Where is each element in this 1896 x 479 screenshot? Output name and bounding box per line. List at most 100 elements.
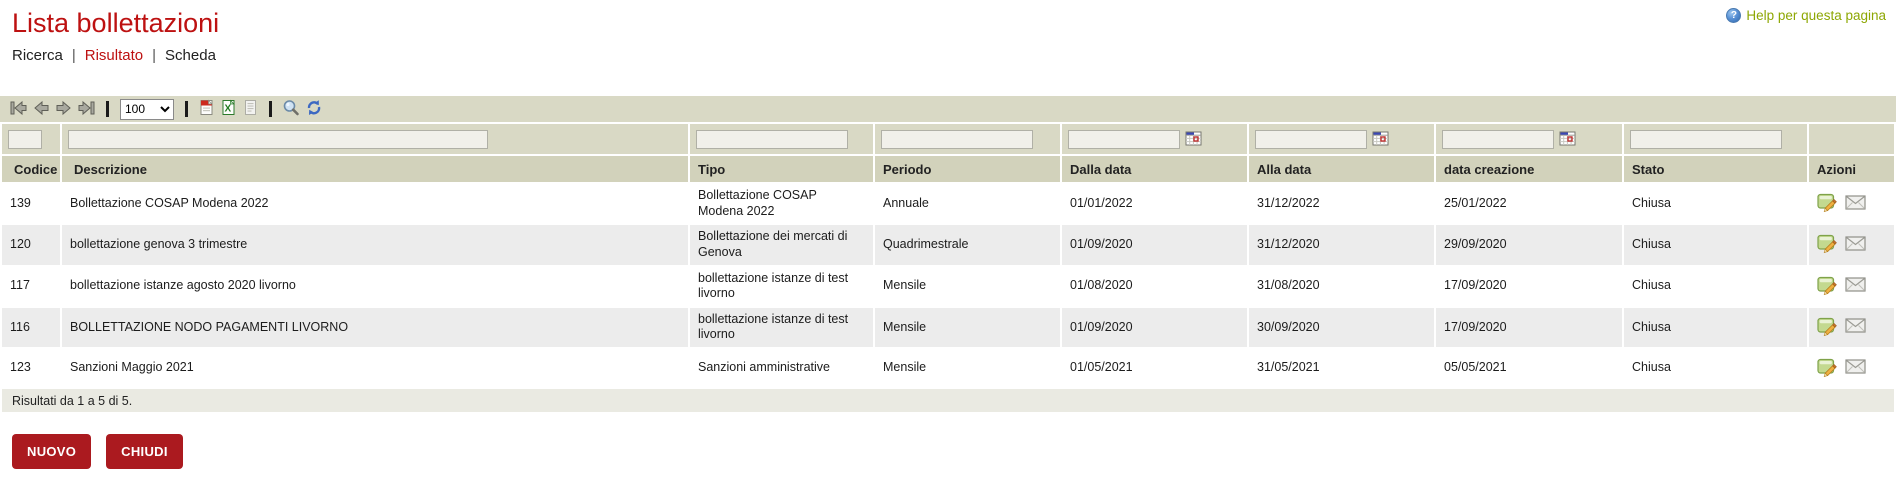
tab-risultato[interactable]: Risultato [84,47,144,64]
row-data-creazione: 17/09/2020 [1436,307,1622,347]
column-header-codice[interactable]: Codice [2,156,60,182]
column-header-tipo[interactable]: Tipo [690,156,873,182]
edit-button[interactable] [1817,357,1838,380]
column-header-descrizione[interactable]: Descrizione [62,156,688,182]
row-azioni [1809,349,1894,387]
refresh-button[interactable] [304,98,324,120]
row-codice-link[interactable]: 117 [2,266,60,306]
edit-button[interactable] [1817,192,1838,215]
row-data-creazione: 29/09/2020 [1436,225,1622,265]
row-stato: Chiusa [1624,225,1807,265]
help-link[interactable]: ? Help per questa pagina [1726,8,1886,23]
page-size-select[interactable]: 100 [120,98,174,120]
table-body: 139 Bollettazione COSAP Modena 2022 Boll… [2,184,1894,387]
search-button[interactable] [281,98,301,120]
mail-button[interactable] [1845,318,1866,336]
data-creazione-calendar-button[interactable] [1559,130,1576,149]
dalla-data-calendar-button[interactable] [1185,130,1202,149]
alla-data-calendar-button[interactable] [1372,130,1389,149]
chiudi-button[interactable]: CHIUDI [106,434,183,469]
export-excel-icon: X [220,99,237,119]
calendar-icon [1559,131,1576,149]
last-page-button[interactable] [76,98,97,120]
next-page-button[interactable] [54,98,73,120]
refresh-icon [305,99,323,119]
filter-dalla-data-input[interactable] [1068,129,1180,149]
column-header-dalla-data[interactable]: Dalla data [1062,156,1247,182]
edit-icon [1817,358,1838,380]
action-button-bar: NUOVO CHIUDI [12,434,1896,469]
column-header-periodo[interactable]: Periodo [875,156,1060,182]
row-codice-link[interactable]: 120 [2,225,60,265]
row-codice-link[interactable]: 139 [2,184,60,224]
row-tipo: Bollettazione COSAP Modena 2022 [690,184,873,224]
edit-button[interactable] [1817,316,1838,339]
mail-button[interactable] [1845,195,1866,213]
export-text-button[interactable] [241,98,260,120]
row-descrizione: bollettazione istanze agosto 2020 livorn… [62,266,688,306]
filter-tipo-input[interactable] [696,129,848,149]
row-periodo: Quadrimestrale [875,225,1060,265]
tab-scheda[interactable]: Scheda [165,47,216,64]
column-header-data-creazione[interactable]: data creazione [1436,156,1622,182]
results-row: Risultati da 1 a 5 di 5. [2,389,1894,412]
table-row: 116 BOLLETTAZIONE NODO PAGAMENTI LIVORNO… [2,307,1894,347]
row-periodo: Mensile [875,266,1060,306]
filter-periodo-input[interactable] [881,129,1033,149]
export-pdf-button[interactable] [197,98,216,120]
table-row: 123 Sanzioni Maggio 2021 Sanzioni ammini… [2,349,1894,387]
filter-alla-data-input[interactable] [1255,129,1367,149]
table-header-row: Codice Descrizione Tipo Periodo Dalla da… [2,156,1894,182]
row-stato: Chiusa [1624,184,1807,224]
results-table: Codice Descrizione Tipo Periodo Dalla da… [0,122,1896,414]
row-tipo: bollettazione istanze di test livorno [690,307,873,347]
first-page-button[interactable] [8,98,29,120]
mail-button[interactable] [1845,359,1866,377]
toolbar-divider [269,101,272,117]
row-dalla-data: 01/09/2020 [1062,307,1247,347]
filter-stato-input[interactable] [1630,129,1782,149]
search-icon [282,99,300,119]
filter-descrizione-input[interactable] [68,129,488,149]
calendar-icon [1372,131,1389,149]
row-codice-link[interactable]: 123 [2,349,60,387]
row-azioni [1809,184,1894,224]
row-dalla-data: 01/08/2020 [1062,266,1247,306]
calendar-icon [1185,131,1202,149]
nav-separator: | [71,47,76,64]
svg-text:X: X [225,104,232,115]
row-alla-data: 31/12/2022 [1249,184,1434,224]
mail-icon [1845,318,1866,336]
filter-codice-input[interactable] [8,129,42,149]
toolbar-divider [106,101,109,117]
mail-button[interactable] [1845,277,1866,295]
export-text-icon [242,99,259,119]
next-page-icon [55,100,72,119]
row-periodo: Annuale [875,184,1060,224]
column-header-alla-data[interactable]: Alla data [1249,156,1434,182]
tab-ricerca[interactable]: Ricerca [12,47,63,64]
row-alla-data: 30/09/2020 [1249,307,1434,347]
filter-data-creazione-input[interactable] [1442,129,1554,149]
help-label: Help per questa pagina [1746,8,1886,23]
edit-button[interactable] [1817,275,1838,298]
row-descrizione: Sanzioni Maggio 2021 [62,349,688,387]
column-header-stato[interactable]: Stato [1624,156,1807,182]
edit-icon [1817,194,1838,215]
nuovo-button[interactable]: NUOVO [12,434,92,469]
nav-separator: | [152,47,157,64]
row-data-creazione: 25/01/2022 [1436,184,1622,224]
edit-button[interactable] [1817,233,1838,256]
first-page-icon [9,100,28,119]
previous-page-button[interactable] [32,98,51,120]
breadcrumb: Ricerca | Risultato | Scheda [12,47,1884,64]
row-descrizione: Bollettazione COSAP Modena 2022 [62,184,688,224]
column-header-azioni: Azioni [1809,156,1894,182]
mail-button[interactable] [1845,236,1866,254]
filter-row [2,124,1894,154]
row-codice-link[interactable]: 116 [2,307,60,347]
row-data-creazione: 05/05/2021 [1436,349,1622,387]
row-alla-data: 31/12/2020 [1249,225,1434,265]
export-excel-button[interactable]: X [219,98,238,120]
row-periodo: Mensile [875,307,1060,347]
